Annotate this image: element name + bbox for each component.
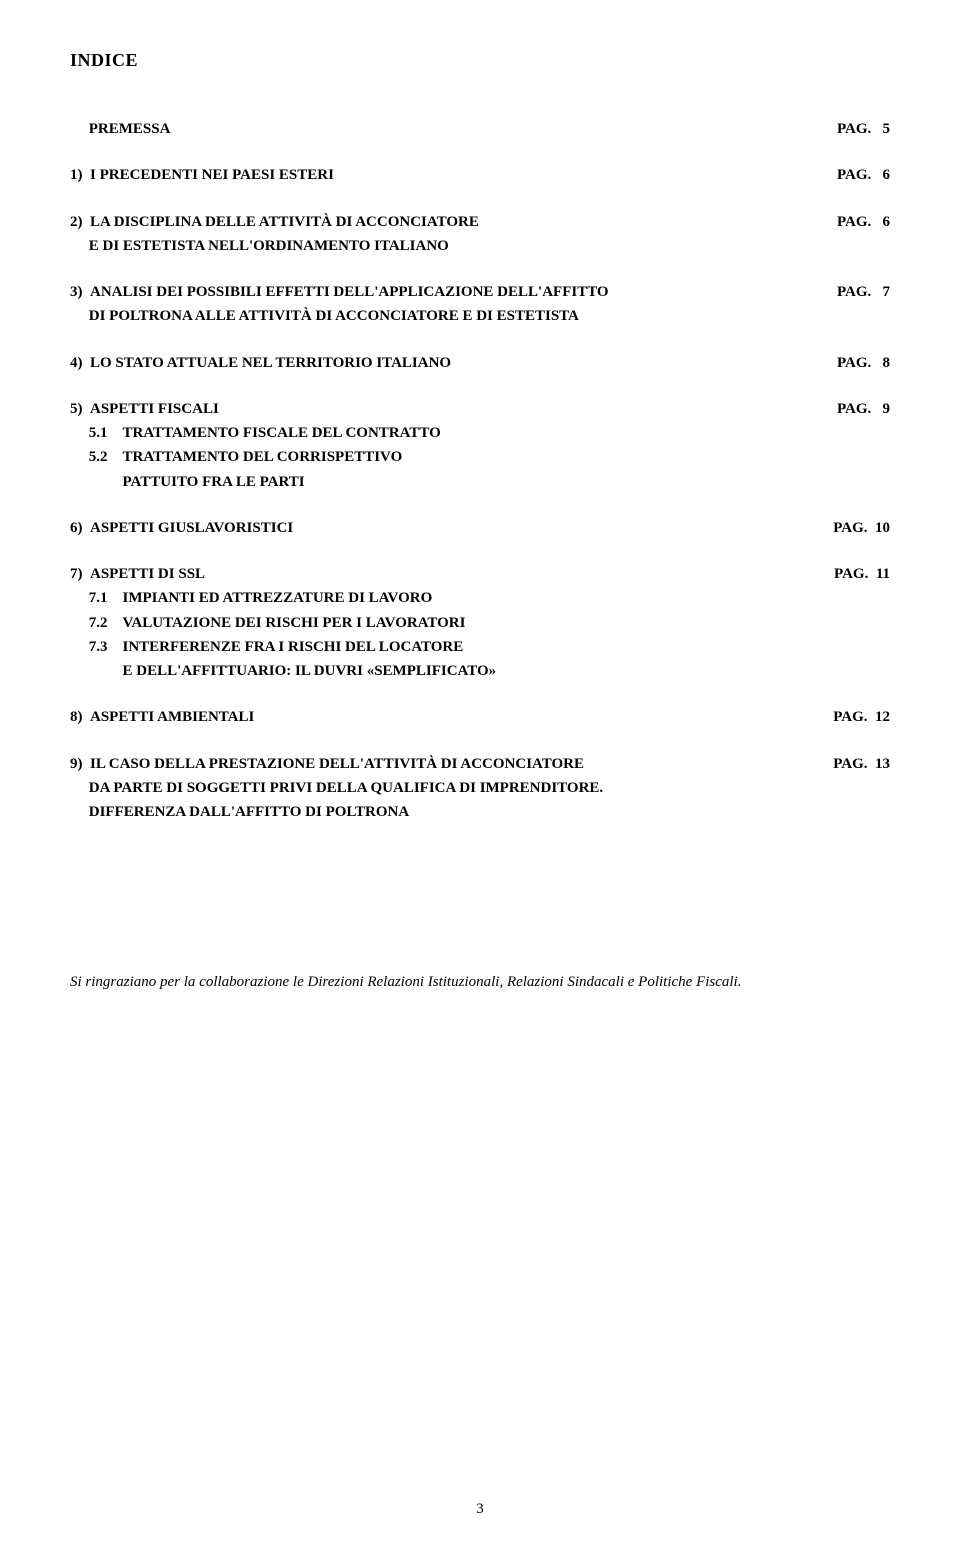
toc-entry: 9) IL CASO DELLA PRESTAZIONE DELL'ATTIVI…	[70, 754, 890, 823]
toc-row: 7.2 VALUTAZIONE DEI RISCHI PER I LAVORAT…	[70, 613, 890, 633]
toc-entry: PREMESSAPAG. 5	[70, 119, 890, 139]
toc-row: 7.1 IMPIANTI ED ATTREZZATURE DI LAVORO	[70, 588, 890, 608]
toc-page: PAG. 7	[775, 282, 890, 302]
toc-label: 7.1 IMPIANTI ED ATTREZZATURE DI LAVORO	[70, 588, 775, 608]
toc-row: 4) LO STATO ATTUALE NEL TERRITORIO ITALI…	[70, 353, 890, 373]
toc-row: DIFFERENZA DALL'AFFITTO DI POLTRONA	[70, 802, 890, 822]
toc-label: 7.2 VALUTAZIONE DEI RISCHI PER I LAVORAT…	[70, 613, 775, 633]
toc-label: 9) IL CASO DELLA PRESTAZIONE DELL'ATTIVI…	[70, 754, 775, 774]
toc-entry: 2) LA DISCIPLINA DELLE ATTIVITÀ DI ACCON…	[70, 212, 890, 257]
toc-row: 7.3 INTERFERENZE FRA I RISCHI DEL LOCATO…	[70, 637, 890, 657]
toc-label: 7) ASPETTI DI SSL	[70, 564, 775, 584]
toc-label: PATTUITO FRA LE PARTI	[70, 472, 775, 492]
toc-row: 1) I PRECEDENTI NEI PAESI ESTERIPAG. 6	[70, 165, 890, 185]
toc-label: 2) LA DISCIPLINA DELLE ATTIVITÀ DI ACCON…	[70, 212, 775, 232]
toc-label: DI POLTRONA ALLE ATTIVITÀ DI ACCONCIATOR…	[70, 306, 775, 326]
toc-row: 5) ASPETTI FISCALIPAG. 9	[70, 399, 890, 419]
toc-page: PAG. 12	[775, 707, 890, 727]
toc-row: 2) LA DISCIPLINA DELLE ATTIVITÀ DI ACCON…	[70, 212, 890, 232]
toc-entry: 1) I PRECEDENTI NEI PAESI ESTERIPAG. 6	[70, 165, 890, 185]
toc-page: PAG. 11	[775, 564, 890, 584]
toc-label: E DI ESTETISTA NELL'ORDINAMENTO ITALIANO	[70, 236, 775, 256]
toc-label: 6) ASPETTI GIUSLAVORISTICI	[70, 518, 775, 538]
toc-label: 1) I PRECEDENTI NEI PAESI ESTERI	[70, 165, 775, 185]
toc-label: E DELL'AFFITTUARIO: IL DUVRI «SEMPLIFICA…	[70, 661, 775, 681]
toc-label: 5) ASPETTI FISCALI	[70, 399, 775, 419]
toc-entry: 3) ANALISI DEI POSSIBILI EFFETTI DELL'AP…	[70, 282, 890, 327]
toc-page: PAG. 6	[775, 212, 890, 232]
toc-page: PAG. 6	[775, 165, 890, 185]
toc-row: E DELL'AFFITTUARIO: IL DUVRI «SEMPLIFICA…	[70, 661, 890, 681]
toc-row: 5.2 TRATTAMENTO DEL CORRISPETTIVO	[70, 447, 890, 467]
toc-page: PAG. 9	[775, 399, 890, 419]
page-number: 3	[0, 1501, 960, 1518]
toc-row: 5.1 TRATTAMENTO FISCALE DEL CONTRATTO	[70, 423, 890, 443]
toc-page: PAG. 10	[775, 518, 890, 538]
table-of-contents: PREMESSAPAG. 5 1) I PRECEDENTI NEI PAESI …	[70, 119, 890, 822]
toc-entry: 6) ASPETTI GIUSLAVORISTICIPAG. 10	[70, 518, 890, 538]
toc-entry: 4) LO STATO ATTUALE NEL TERRITORIO ITALI…	[70, 353, 890, 373]
toc-label: 7.3 INTERFERENZE FRA I RISCHI DEL LOCATO…	[70, 637, 775, 657]
toc-row: 9) IL CASO DELLA PRESTAZIONE DELL'ATTIVI…	[70, 754, 890, 774]
toc-page: PAG. 13	[775, 754, 890, 774]
toc-entry: 8) ASPETTI AMBIENTALIPAG. 12	[70, 707, 890, 727]
toc-label: DIFFERENZA DALL'AFFITTO DI POLTRONA	[70, 802, 775, 822]
toc-entry: 7) ASPETTI DI SSLPAG. 11 7.1 IMPIANTI ED…	[70, 564, 890, 681]
toc-row: 8) ASPETTI AMBIENTALIPAG. 12	[70, 707, 890, 727]
toc-label: 5.1 TRATTAMENTO FISCALE DEL CONTRATTO	[70, 423, 775, 443]
toc-label: 8) ASPETTI AMBIENTALI	[70, 707, 775, 727]
toc-label: 4) LO STATO ATTUALE NEL TERRITORIO ITALI…	[70, 353, 775, 373]
toc-page: PAG. 8	[775, 353, 890, 373]
toc-label: 5.2 TRATTAMENTO DEL CORRISPETTIVO	[70, 447, 775, 467]
toc-row: 3) ANALISI DEI POSSIBILI EFFETTI DELL'AP…	[70, 282, 890, 302]
toc-row: E DI ESTETISTA NELL'ORDINAMENTO ITALIANO	[70, 236, 890, 256]
toc-row: PATTUITO FRA LE PARTI	[70, 472, 890, 492]
toc-row: DI POLTRONA ALLE ATTIVITÀ DI ACCONCIATOR…	[70, 306, 890, 326]
credits-text: Si ringraziano per la collaborazione le …	[70, 972, 890, 993]
toc-label: 3) ANALISI DEI POSSIBILI EFFETTI DELL'AP…	[70, 282, 775, 302]
toc-label: DA PARTE DI SOGGETTI PRIVI DELLA QUALIFI…	[70, 778, 775, 798]
page-title: INDICE	[70, 50, 890, 71]
toc-row: 7) ASPETTI DI SSLPAG. 11	[70, 564, 890, 584]
toc-entry: 5) ASPETTI FISCALIPAG. 9 5.1 TRATTAMENTO…	[70, 399, 890, 492]
toc-row: PREMESSAPAG. 5	[70, 119, 890, 139]
toc-page: PAG. 5	[775, 119, 890, 139]
toc-row: 6) ASPETTI GIUSLAVORISTICIPAG. 10	[70, 518, 890, 538]
toc-row: DA PARTE DI SOGGETTI PRIVI DELLA QUALIFI…	[70, 778, 890, 798]
toc-label: PREMESSA	[70, 119, 775, 139]
